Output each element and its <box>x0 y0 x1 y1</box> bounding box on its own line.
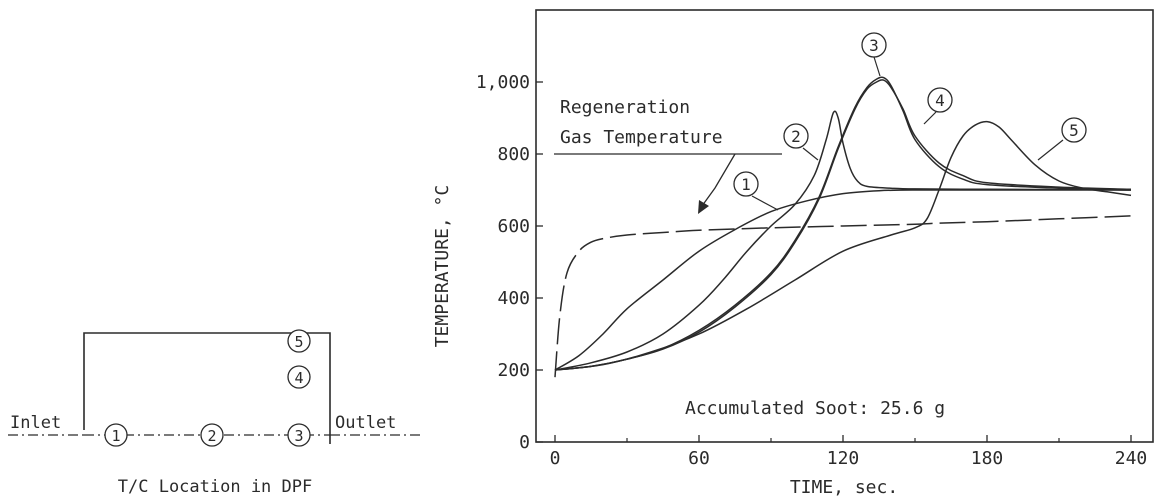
temperature-chart: 0 60 120 180 240 0 200 400 600 800 1,000 1 2 3 4 5 TEM… <box>432 9 1154 498</box>
tc-marker-2: 2 <box>200 423 224 447</box>
inset-title: T/C Location in DPF <box>118 477 312 497</box>
svg-text:5: 5 <box>294 333 303 351</box>
y-tick-label: 1,000 <box>476 72 530 93</box>
gas-annotation-line2: Gas Temperature <box>560 127 723 148</box>
y-tick-label: 800 <box>497 144 530 165</box>
gas-annotation-line1: Regeneration <box>560 97 690 118</box>
soot-annotation: Accumulated Soot: 25.6 g <box>685 398 945 419</box>
curve-label-5: 5 <box>1069 121 1079 140</box>
x-tick-label: 120 <box>827 448 860 469</box>
tc-marker-3: 3 <box>287 423 311 447</box>
curve-label-circle <box>861 32 887 58</box>
svg-text:4: 4 <box>294 369 303 387</box>
series-line-gas-temperature <box>554 215 1132 378</box>
x-tick-label: 180 <box>971 448 1004 469</box>
dpf-body-outline <box>83 332 331 444</box>
curve-label-1: 1 <box>741 175 751 194</box>
x-tick-label: 240 <box>1115 448 1148 469</box>
series-line-tc-5 <box>554 120 1132 371</box>
svg-text:1: 1 <box>111 427 120 445</box>
curve-label-circle <box>733 171 759 197</box>
tc-marker-1: 1 <box>104 423 128 447</box>
curve-label-leader <box>1037 139 1064 161</box>
curve-labels: 1 2 3 4 5 <box>733 32 1087 211</box>
series-line-tc-1 <box>554 189 1131 371</box>
y-tick-label: 200 <box>497 360 530 381</box>
gas-annotation-arrowhead <box>698 200 709 214</box>
curve-label-3: 3 <box>869 36 879 55</box>
dpf-inset: Inlet Outlet T/C Location in DPF 1 2 3 4… <box>8 329 422 497</box>
svg-text:3: 3 <box>294 427 303 445</box>
series-line-tc-3 <box>554 76 1132 371</box>
axis-ticks: 0 60 120 180 240 0 200 400 600 800 1,000 <box>476 72 1147 469</box>
curve-label-2: 2 <box>791 127 801 146</box>
y-tick-label: 0 <box>519 432 530 453</box>
y-tick-label: 600 <box>497 216 530 237</box>
x-tick-label: 60 <box>688 448 710 469</box>
series-group <box>554 76 1132 378</box>
outlet-label: Outlet <box>335 413 396 433</box>
curve-label-leader <box>802 147 819 161</box>
curve-label-leader <box>873 56 881 77</box>
y-axis-label: TEMPERATURE, °C <box>432 185 453 348</box>
curve-label-circle <box>1061 117 1087 143</box>
curve-label-circle <box>783 123 809 149</box>
series-line-tc-2 <box>554 110 1132 371</box>
curve-label-leader <box>923 111 937 125</box>
series-line-tc-4 <box>554 79 1132 371</box>
curve-label-4: 4 <box>935 91 945 110</box>
x-tick-label: 0 <box>550 448 561 469</box>
y-tick-label: 400 <box>497 288 530 309</box>
curve-label-leader <box>751 195 779 211</box>
tc-marker-4: 4 <box>287 365 311 389</box>
gas-annotation-leader <box>701 153 736 207</box>
curve-label-circle <box>927 87 953 113</box>
tc-marker-5: 5 <box>287 329 311 353</box>
x-axis-label: TIME, sec. <box>790 477 898 498</box>
inlet-label: Inlet <box>10 413 61 433</box>
svg-text:2: 2 <box>207 427 216 445</box>
